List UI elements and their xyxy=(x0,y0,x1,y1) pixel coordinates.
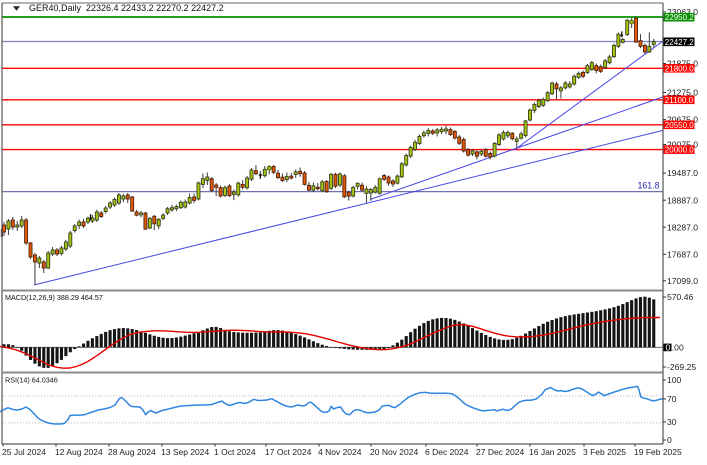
svg-text:17 Oct 2024: 17 Oct 2024 xyxy=(265,447,312,457)
svg-text:19487.0: 19487.0 xyxy=(667,168,698,178)
svg-text:3 Feb 2025: 3 Feb 2025 xyxy=(583,447,626,457)
svg-text:22950.2: 22950.2 xyxy=(665,13,694,22)
svg-text:17099.0: 17099.0 xyxy=(667,276,698,286)
svg-text:18287.0: 18287.0 xyxy=(667,222,698,232)
svg-text:21275.0: 21275.0 xyxy=(667,88,698,98)
svg-text:21875.0: 21875.0 xyxy=(667,59,698,69)
svg-text:16 Jan 2025: 16 Jan 2025 xyxy=(529,447,576,457)
svg-text:30: 30 xyxy=(667,417,677,427)
svg-text:21100.0: 21100.0 xyxy=(665,96,694,105)
svg-text:0.00: 0.00 xyxy=(667,342,684,352)
svg-text:13 Sep 2024: 13 Sep 2024 xyxy=(161,447,209,457)
svg-text:RSI(14) 64.0346: RSI(14) 64.0346 xyxy=(5,375,58,384)
svg-text:-269.25: -269.25 xyxy=(667,362,696,372)
svg-text:6 Dec 2024: 6 Dec 2024 xyxy=(425,447,469,457)
svg-text:21800.0: 21800.0 xyxy=(665,64,694,73)
svg-text:20000.0: 20000.0 xyxy=(665,146,694,155)
svg-text:23063.0: 23063.0 xyxy=(667,7,698,17)
svg-text:0: 0 xyxy=(666,342,671,352)
svg-text:570.46: 570.46 xyxy=(667,292,694,302)
svg-text:12 Aug 2024: 12 Aug 2024 xyxy=(55,447,103,457)
svg-text:20075.0: 20075.0 xyxy=(667,140,698,150)
svg-text:70: 70 xyxy=(667,394,677,404)
svg-text:1 Oct 2024: 1 Oct 2024 xyxy=(214,447,256,457)
svg-text:18887.0: 18887.0 xyxy=(667,195,698,205)
svg-text:27 Dec 2024: 27 Dec 2024 xyxy=(476,447,524,457)
svg-text:GER40,Daily 22326.4 22433.2 2: GER40,Daily 22326.4 22433.2 22270.2 2242… xyxy=(29,3,224,13)
svg-text:17687.0: 17687.0 xyxy=(667,249,698,259)
svg-text:20550.0: 20550.0 xyxy=(665,121,694,130)
svg-text:22427.2: 22427.2 xyxy=(665,38,694,47)
svg-text:19 Feb 2025: 19 Feb 2025 xyxy=(634,447,682,457)
svg-text:20675.0: 20675.0 xyxy=(667,115,698,125)
svg-text:20 Nov 2024: 20 Nov 2024 xyxy=(370,447,418,457)
svg-text:25 Jul 2024: 25 Jul 2024 xyxy=(2,447,46,457)
svg-text:161.8: 161.8 xyxy=(637,180,659,190)
svg-text:MACD(12,26,9) 388.29 464.57: MACD(12,26,9) 388.29 464.57 xyxy=(5,293,103,302)
svg-text:4 Nov 2024: 4 Nov 2024 xyxy=(318,447,362,457)
svg-text:28 Aug 2024: 28 Aug 2024 xyxy=(108,447,156,457)
svg-text:0: 0 xyxy=(667,435,672,445)
svg-text:100: 100 xyxy=(667,375,682,385)
